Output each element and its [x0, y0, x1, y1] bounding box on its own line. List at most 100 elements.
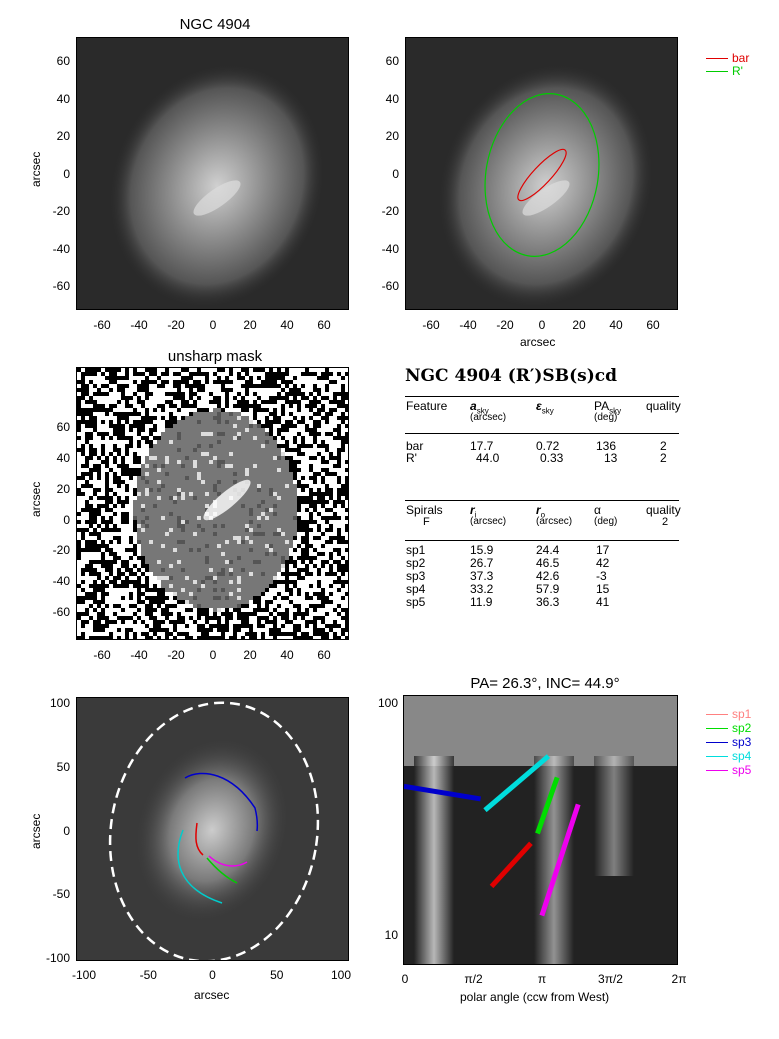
spiral-overlay-image — [108, 701, 320, 960]
legend-swatch-sp5 — [706, 770, 728, 771]
table-heading: NGC 4904 (R′)SB(s)cd — [405, 366, 617, 386]
eps-header: εsky — [536, 399, 554, 416]
table-rule-mid2 — [405, 500, 679, 501]
y-tick-label: 40 — [385, 91, 399, 106]
spirals-header: Spirals — [406, 503, 443, 517]
legend-label: sp3 — [732, 735, 752, 749]
x-tick-label: -20 — [167, 648, 185, 662]
x-tick-label: -100 — [71, 968, 97, 982]
spiral-cell: 36.3 — [536, 595, 560, 609]
spiral-overlay-panel — [76, 697, 349, 961]
spiral-arc-sp2 — [206, 857, 238, 884]
unsharp-mask-panel — [76, 367, 349, 640]
x-tick-label: -40 — [130, 648, 148, 662]
spiral-arc-sp1 — [195, 822, 204, 856]
y-tick-label: 60 — [385, 54, 399, 68]
y-tick-label: 0 — [63, 512, 70, 527]
feature-cell: R' — [406, 451, 417, 465]
spiral-cell: sp2 — [406, 556, 426, 570]
legend-label: bar — [732, 51, 750, 65]
y-tick-label: -40 — [52, 241, 70, 256]
feature-cell: 0.33 — [540, 451, 564, 465]
spiral-cell: sp4 — [406, 582, 426, 596]
galaxy-ellipse-panel — [405, 37, 678, 310]
y-tick-label: 60 — [56, 420, 70, 434]
x-tick-label: 2π — [671, 972, 687, 986]
y-tick-label: 40 — [56, 91, 70, 106]
legend-swatch-sp4 — [706, 756, 728, 757]
alpha-unit: (deg) — [594, 516, 618, 527]
y-tick-label: -40 — [52, 574, 70, 589]
y-tick-label: 100 — [49, 696, 70, 710]
y-tick-label: 0 — [63, 823, 70, 838]
ri-unit: (arcsec) — [470, 516, 507, 527]
spiral-cell: 15 — [596, 582, 610, 596]
spiral-arc-sp3 — [184, 772, 259, 832]
x-tick-label: 3π/2 — [598, 972, 623, 986]
feature-cell: bar — [406, 439, 424, 453]
spiral-arc-sp4 — [177, 829, 223, 904]
y-tick-label: -40 — [381, 241, 399, 256]
spiral-cell: 24.4 — [536, 543, 560, 557]
x-tick-label: 0 — [538, 318, 546, 332]
x-tick-label: 0 — [209, 648, 217, 662]
panel3-title: unsharp mask — [167, 348, 263, 365]
feature-cell: 136 — [596, 439, 617, 453]
x-tick-label: 0 — [209, 318, 217, 332]
x-tick-label: -20 — [496, 318, 514, 332]
y-tick-label: 0 — [63, 166, 70, 181]
x-tick-label: 50 — [270, 968, 284, 982]
spiral-cell: 17 — [596, 543, 610, 557]
feature-cell: 0.72 — [536, 439, 560, 453]
y-tick-label: -100 — [45, 951, 70, 965]
legend-swatch-sp2 — [706, 728, 728, 729]
x-tick-label: 40 — [280, 318, 294, 332]
ro-header: ro — [536, 503, 546, 520]
spiral-cell: sp1 — [406, 543, 426, 557]
galaxy-image-panel — [76, 37, 349, 310]
bar-ellipse — [517, 148, 567, 202]
spiral-cell: sp3 — [406, 569, 426, 583]
spiral-quality-header: quality — [646, 503, 681, 517]
feature-cell: 13 — [604, 451, 618, 465]
polar-line-sp2 — [535, 776, 560, 835]
x-tick-label: 60 — [317, 318, 331, 332]
a-header: asky — [470, 399, 489, 416]
spiral-cell: 42.6 — [536, 569, 560, 583]
x-tick-label: π/2 — [464, 972, 483, 986]
spiral-arc-sp5 — [208, 855, 248, 867]
y-tick-label: -20 — [52, 204, 70, 218]
polar-plot-panel — [403, 695, 678, 965]
y-tick-label: -60 — [52, 279, 70, 293]
quality-header: quality — [646, 399, 681, 413]
spiral-cell: 37.3 — [470, 569, 494, 583]
feature-cell: 44.0 — [476, 451, 500, 465]
spiral-cell: 46.5 — [536, 556, 560, 570]
spiral-cell: 15.9 — [470, 543, 494, 557]
y-tick-label: 100 — [377, 696, 398, 710]
spiral-cell: 41 — [596, 595, 610, 609]
pa-header: PAsky — [594, 399, 622, 416]
polar-line-sp4 — [483, 754, 551, 813]
panel1-title: NGC 4904 — [179, 16, 251, 33]
feature-cell: 2 — [660, 451, 667, 465]
x-tick-label: 60 — [646, 318, 660, 332]
y-tick-label: 0 — [392, 166, 399, 181]
y-tick-label: -20 — [381, 204, 399, 218]
ro-unit: (arcsec) — [536, 516, 573, 527]
spiral-cell: 57.9 — [536, 582, 560, 596]
legend-swatch-sp3 — [706, 742, 728, 743]
panel2-xlabel: arcsec — [520, 335, 556, 349]
x-tick-label: 40 — [280, 648, 294, 662]
x-tick-label: -20 — [167, 318, 185, 332]
y-tick-label: 50 — [56, 759, 70, 774]
ring-ellipse — [484, 93, 600, 257]
panel6-xlabel: polar angle (ccw from West) — [460, 990, 610, 1004]
polar-spiral-lines — [404, 754, 581, 917]
galaxy-image — [108, 63, 326, 309]
ri-header: ri — [470, 503, 477, 520]
spiral-quality-value: 2 — [662, 516, 669, 528]
legend-swatch-R' — [706, 71, 728, 72]
x-tick-label: -60 — [422, 318, 440, 332]
table-rule-mid3 — [405, 540, 679, 541]
